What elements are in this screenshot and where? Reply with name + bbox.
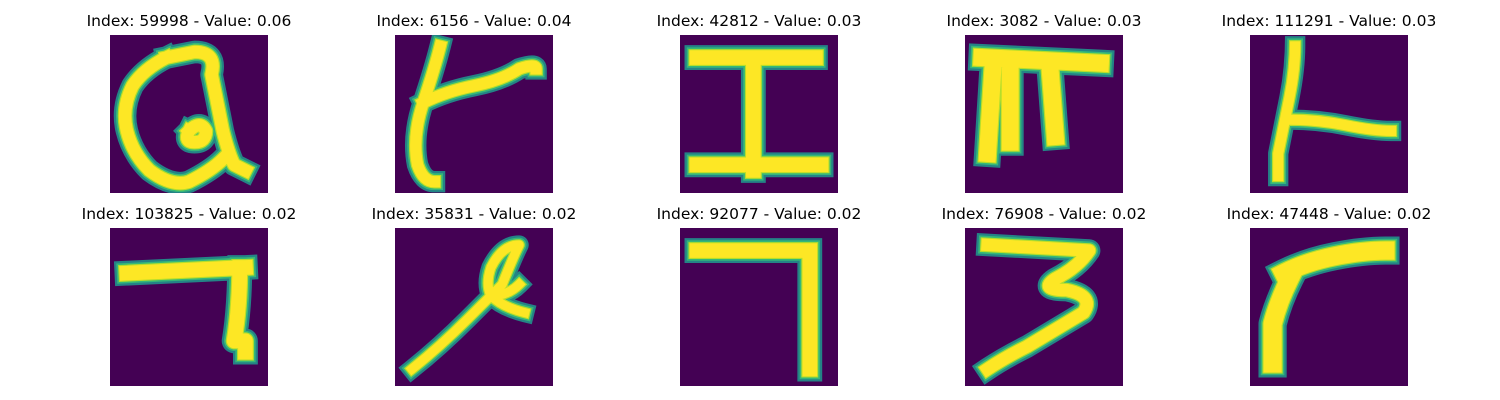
sample-image: [110, 228, 268, 386]
glyph-stroke: [978, 238, 1096, 378]
sample-title: Index: 47448 - Value: 0.02: [1226, 205, 1432, 223]
sample-title: Index: 6156 - Value: 0.04: [376, 12, 572, 30]
sample-image: [680, 228, 838, 386]
sample-image: [395, 35, 553, 193]
sample-title: Index: 103825 - Value: 0.02: [81, 205, 297, 223]
glyph-stroke: [689, 50, 829, 178]
sample-panel: Index: 6156 - Value: 0.04: [354, 0, 594, 193]
glyph-stroke: [119, 259, 254, 360]
glyph-stroke: [1273, 41, 1397, 182]
sample-image: [680, 35, 838, 193]
glyph-stroke: [410, 39, 542, 188]
glyph-stroke: [689, 243, 818, 377]
sample-image: [110, 35, 268, 193]
sample-image: [395, 228, 553, 386]
sample-title: Index: 35831 - Value: 0.02: [371, 205, 577, 223]
sample-title: Index: 92077 - Value: 0.02: [656, 205, 862, 223]
glyph-stroke: [1263, 241, 1395, 373]
sample-panel: Index: 92077 - Value: 0.02: [639, 193, 879, 386]
sample-title: Index: 59998 - Value: 0.06: [86, 12, 292, 30]
sample-panel: Index: 103825 - Value: 0.02: [69, 193, 309, 386]
sample-panel: Index: 59998 - Value: 0.06: [69, 0, 309, 193]
sample-panel: Index: 35831 - Value: 0.02: [354, 193, 594, 386]
glyph-stroke: [118, 45, 254, 190]
sample-title: Index: 111291 - Value: 0.03: [1221, 12, 1437, 30]
sample-title: Index: 76908 - Value: 0.02: [941, 205, 1147, 223]
sample-image: [965, 228, 1123, 386]
sample-panel: Index: 42812 - Value: 0.03: [639, 0, 879, 193]
sample-panel: Index: 47448 - Value: 0.02: [1209, 193, 1449, 386]
sample-panel: Index: 111291 - Value: 0.03: [1209, 0, 1449, 193]
sample-panel: Index: 3082 - Value: 0.03: [924, 0, 1164, 193]
sample-title: Index: 3082 - Value: 0.03: [946, 12, 1142, 30]
sample-image: [1250, 228, 1408, 386]
sample-title: Index: 42812 - Value: 0.03: [656, 12, 862, 30]
glyph-stroke: [973, 48, 1110, 163]
sample-panel: Index: 76908 - Value: 0.02: [924, 193, 1164, 386]
sample-image: [1250, 35, 1408, 193]
glyph-stroke: [405, 240, 531, 376]
sample-image: [965, 35, 1123, 193]
